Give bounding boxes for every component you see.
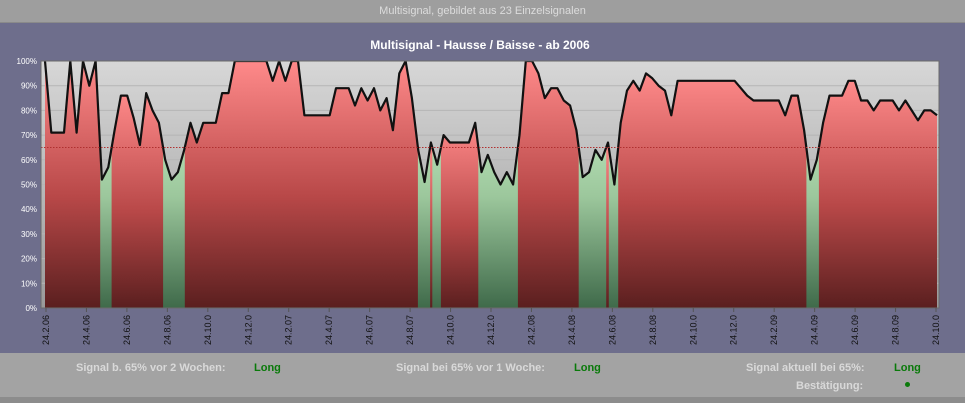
x-tick-label: 24.12.0 [486, 315, 496, 345]
x-tick-label: 24.4.06 [81, 315, 91, 345]
signal-one-week-value: Long [574, 362, 601, 374]
x-tick-label: 24.12.0 [729, 315, 739, 345]
baisse-area [618, 73, 807, 308]
signal-two-weeks-value: Long [254, 362, 281, 374]
x-tick-label: 24.6.09 [850, 315, 860, 345]
x-tick-label: 24.10.0 [688, 315, 698, 345]
y-tick-label: 30% [21, 230, 37, 239]
x-tick-label: 24.10.0 [446, 315, 456, 345]
x-tick-label: 24.12.0 [243, 315, 253, 345]
signal-current-value: Long [894, 362, 921, 374]
baisse-area [111, 93, 164, 308]
x-tick-label: 24.8.07 [405, 315, 415, 345]
y-tick-label: 100% [17, 57, 37, 66]
chart-panel: Multisignal - Hausse / Baisse - ab 2006 … [0, 23, 965, 353]
y-tick-label: 10% [21, 279, 37, 288]
x-tick-label: 24.10.0 [203, 315, 213, 345]
window-title: Multisignal, gebildet aus 23 Einzelsigna… [379, 5, 586, 17]
baisse-area [440, 122, 479, 308]
x-tick-label: 24.2.06 [41, 315, 51, 345]
baisse-area [606, 142, 609, 308]
multisignal-chart: Multisignal - Hausse / Baisse - ab 2006 … [17, 38, 941, 345]
window-titlebar: Multisignal, gebildet aus 23 Einzelsigna… [0, 0, 965, 23]
x-tick-label: 24.2.07 [284, 315, 294, 345]
baisse-area [430, 142, 433, 308]
green-dot-icon [905, 382, 910, 387]
baisse-area [517, 61, 579, 308]
x-tick-label: 24.6.08 [607, 315, 617, 345]
y-tick-label: 70% [21, 131, 37, 140]
y-tick-label: 90% [21, 82, 37, 91]
x-tick-label: 24.2.08 [526, 315, 536, 345]
x-tick-label: 24.4.07 [324, 315, 334, 345]
x-tick-label: 24.4.08 [567, 315, 577, 345]
multisignal-line [43, 61, 938, 186]
x-tick-label: 24.4.09 [810, 315, 820, 345]
confirmation-label: Bestätigung: [796, 380, 864, 392]
x-tick-label: 24.6.06 [122, 315, 132, 345]
x-tick-label: 24.10.0 [931, 315, 941, 345]
x-tick-label: 24.6.07 [365, 315, 375, 345]
chart-title: Multisignal - Hausse / Baisse - ab 2006 [370, 38, 590, 52]
x-tick-label: 24.2.09 [769, 315, 779, 345]
y-tick-label: 0% [25, 304, 37, 313]
baisse-area [45, 61, 101, 308]
y-tick-label: 80% [21, 106, 37, 115]
bottom-bar [0, 397, 965, 403]
signal-current-label: Signal aktuell bei 65%: [746, 362, 865, 374]
y-tick-label: 60% [21, 156, 37, 165]
signal-one-week-label: Signal bei 65% vor 1 Woche: [396, 362, 545, 374]
x-tick-label: 24.8.09 [891, 315, 901, 345]
baisse-area [184, 61, 418, 308]
signal-two-weeks-label: Signal b. 65% vor 2 Wochen: [76, 362, 226, 374]
baisse-area [818, 80, 937, 308]
x-tick-label: 24.8.06 [162, 315, 172, 345]
x-tick-label: 24.8.08 [648, 315, 658, 345]
y-tick-label: 40% [21, 205, 37, 214]
y-tick-label: 20% [21, 255, 37, 264]
plot-border [40, 60, 940, 309]
y-tick-label: 50% [21, 181, 37, 190]
